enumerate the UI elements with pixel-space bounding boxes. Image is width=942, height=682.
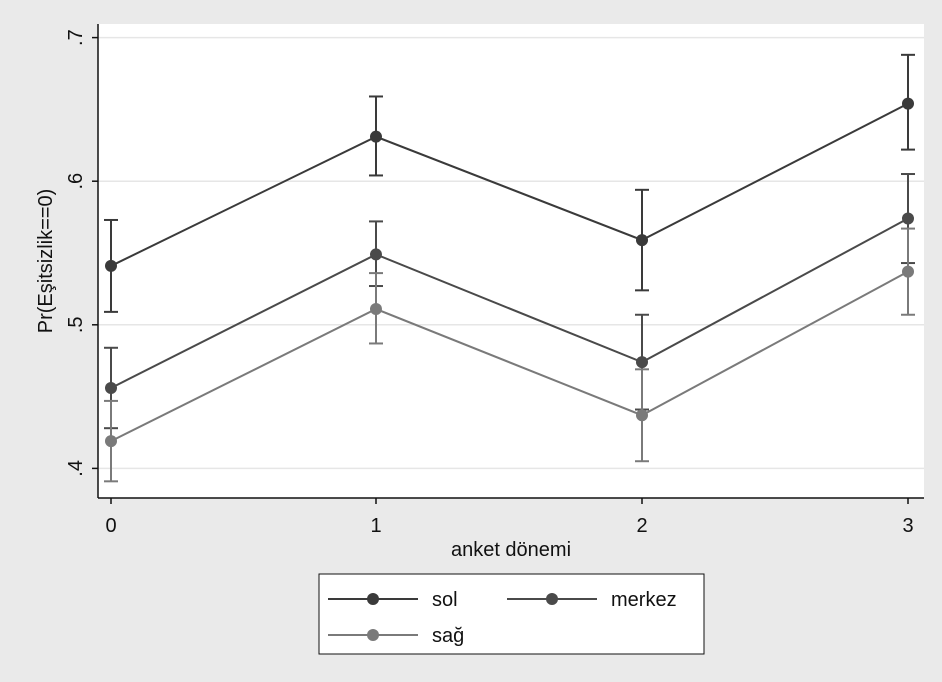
data-point	[636, 409, 648, 422]
legend-swatch-marker	[367, 593, 379, 605]
data-point	[636, 234, 648, 247]
x-ticks: 0 1 2 3	[105, 498, 914, 537]
data-point	[370, 303, 382, 316]
legend: sol merkez sağ	[318, 573, 705, 655]
series-3	[104, 227, 915, 483]
data-point	[105, 435, 117, 448]
legend-label: sol	[432, 589, 458, 611]
x-axis-label: anket dönemi	[451, 539, 571, 561]
x-tick-label: 0	[105, 515, 116, 537]
data-point	[636, 356, 648, 369]
data-point	[902, 97, 914, 110]
y-ticks: .4 .5 .6 .7	[65, 29, 98, 477]
series-2	[104, 173, 915, 430]
data-point	[105, 259, 117, 272]
series-line	[110, 102, 909, 267]
x-tick-label: 1	[370, 515, 381, 537]
legend-swatch-marker	[546, 593, 558, 605]
series	[104, 53, 915, 483]
data-point	[105, 381, 117, 394]
legend-swatch-marker	[367, 629, 379, 641]
data-point	[370, 130, 382, 143]
y-tick-label: .4	[65, 460, 87, 477]
series-1	[104, 53, 915, 313]
y-axis-label: Pr(Eşitsizlik==0)	[35, 189, 57, 333]
series-line	[110, 270, 909, 443]
series-line	[110, 217, 909, 389]
legend-box	[318, 573, 705, 655]
y-tick-label: .7	[65, 29, 87, 46]
plot-area	[98, 24, 924, 498]
y-tick-label: .6	[65, 173, 87, 190]
legend-label: merkez	[611, 589, 677, 611]
data-point	[902, 265, 914, 278]
x-tick-label: 2	[636, 515, 647, 537]
legend-label: sağ	[432, 625, 464, 647]
axes	[97, 24, 924, 499]
data-point	[370, 248, 382, 261]
y-tick-label: .5	[65, 316, 87, 333]
x-tick-label: 3	[902, 515, 913, 537]
data-point	[902, 212, 914, 225]
